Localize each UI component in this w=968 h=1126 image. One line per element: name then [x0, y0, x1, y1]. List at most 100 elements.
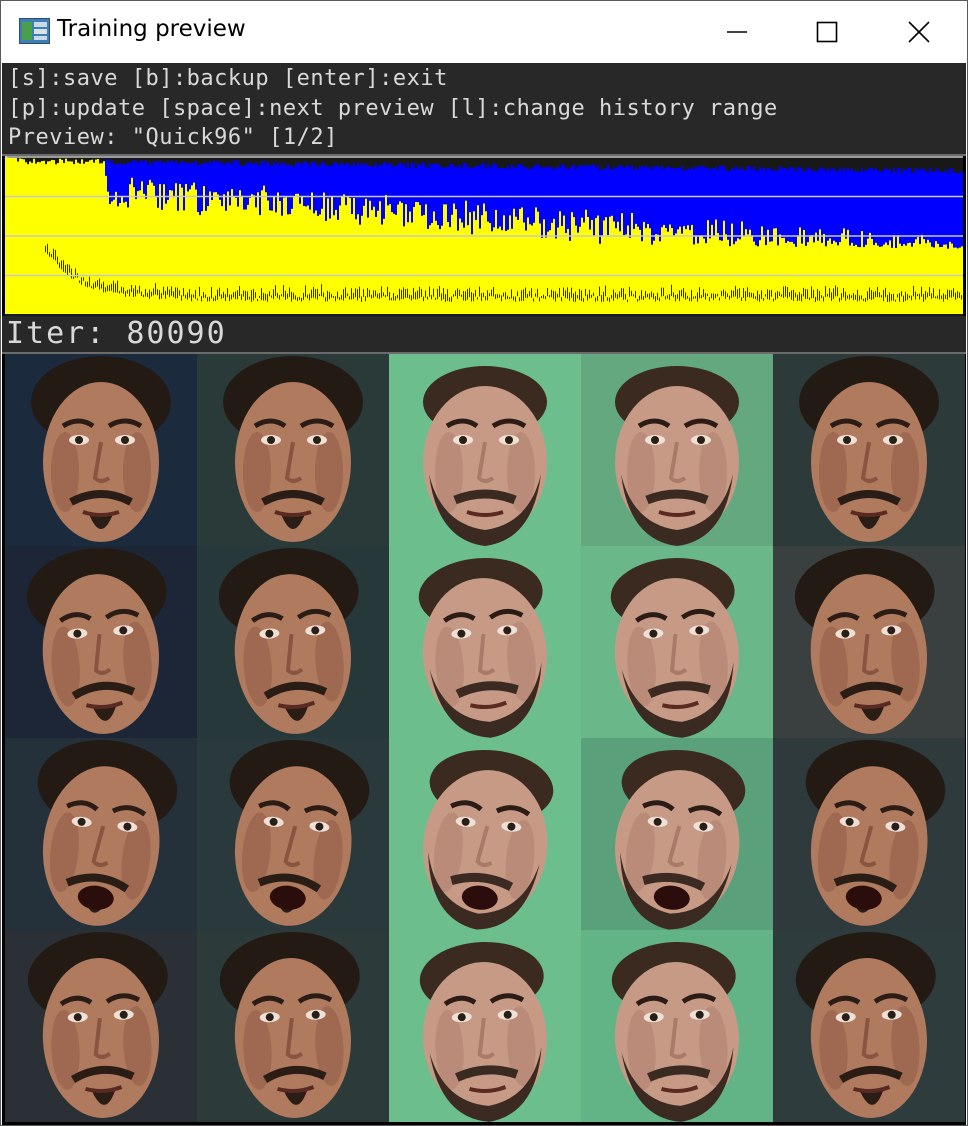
loss-spike	[547, 288, 548, 297]
dst-loss-bar	[631, 165, 633, 213]
loss-spike	[287, 293, 288, 299]
preview-tile	[5, 354, 197, 546]
dst-loss-bar	[955, 172, 957, 248]
dst-loss-bar	[111, 159, 113, 202]
minimize-button[interactable]	[691, 1, 783, 63]
dst-loss-bar	[763, 167, 765, 237]
loss-spike	[567, 287, 568, 299]
src-loss-bar	[383, 218, 385, 314]
src-loss-bar	[841, 233, 843, 314]
dst-loss-bar	[907, 168, 909, 244]
src-loss-bar	[85, 161, 87, 314]
dst-loss-bar	[589, 165, 591, 230]
src-loss-bar	[433, 211, 435, 314]
dst-loss-bar	[739, 169, 741, 240]
loss-spike	[467, 289, 468, 300]
src-loss-bar	[645, 228, 647, 314]
loss-bars	[5, 156, 963, 314]
dst-loss-bar	[317, 166, 319, 216]
src-loss-bar	[169, 190, 171, 314]
loss-spike	[761, 290, 762, 300]
dst-loss-bar	[455, 166, 457, 210]
dst-loss-bar	[777, 170, 779, 246]
src-loss-bar	[469, 212, 471, 314]
dst-loss-bar	[341, 162, 343, 197]
src-loss-bar	[297, 193, 299, 314]
dst-loss-bar	[141, 159, 143, 182]
src-loss-bar	[661, 227, 663, 314]
dst-loss-bar	[137, 162, 139, 192]
src-loss-bar	[247, 204, 249, 314]
loss-spike	[103, 281, 104, 293]
dst-loss-bar	[213, 160, 215, 193]
dst-loss-bar	[959, 172, 961, 248]
dst-loss-bar	[205, 161, 207, 211]
src-loss-bar	[859, 247, 861, 314]
loss-spike	[73, 276, 74, 279]
dst-loss-bar	[743, 170, 745, 237]
dst-loss-bar	[925, 171, 927, 244]
dst-loss-bar	[261, 160, 263, 191]
dst-loss-bar	[329, 166, 331, 219]
dst-loss-bar	[695, 166, 697, 236]
loss-spike	[465, 291, 466, 301]
dst-loss-bar	[699, 165, 701, 237]
loss-spike	[429, 286, 430, 297]
loss-spike	[759, 294, 760, 302]
dst-loss-bar	[187, 162, 189, 192]
maximize-button[interactable]	[781, 1, 873, 63]
dst-loss-bar	[621, 166, 623, 214]
loss-spike	[881, 295, 882, 298]
src-loss-bar	[395, 214, 397, 314]
loss-spike	[187, 292, 188, 300]
src-loss-bar	[163, 184, 165, 314]
loss-spike	[581, 290, 582, 302]
src-loss-bar	[415, 201, 417, 314]
title-bar[interactable]: Training preview	[1, 1, 967, 63]
dst-loss-bar	[915, 168, 917, 240]
src-loss-bar	[863, 247, 865, 314]
dst-loss-bar	[717, 170, 719, 234]
src-loss-bar	[201, 211, 203, 314]
loss-spike	[633, 294, 634, 297]
src-loss-bar	[933, 247, 935, 314]
face-image	[389, 546, 581, 738]
src-loss-bar	[519, 208, 521, 314]
src-loss-bar	[515, 216, 517, 314]
loss-spike	[719, 297, 720, 301]
loss-spike	[487, 290, 488, 301]
dst-loss-bar	[855, 171, 857, 245]
src-loss-bar	[125, 201, 127, 314]
dst-loss-bar	[373, 166, 375, 207]
loss-spike	[57, 256, 58, 265]
face-image	[773, 546, 965, 738]
dst-loss-bar	[369, 165, 371, 201]
dst-loss-bar	[479, 166, 481, 229]
src-loss-bar	[339, 205, 341, 314]
dst-loss-bar	[131, 161, 133, 178]
loss-spike	[947, 289, 948, 300]
src-loss-bar	[673, 235, 675, 314]
loss-spike	[507, 295, 508, 299]
src-loss-bar	[573, 217, 575, 314]
dst-loss-bar	[823, 169, 825, 234]
loss-spike	[163, 286, 164, 295]
face-image	[389, 354, 581, 546]
close-button[interactable]	[873, 1, 965, 63]
src-loss-bar	[919, 244, 921, 314]
loss-spike	[251, 290, 252, 302]
dst-loss-bar	[629, 167, 631, 238]
dst-loss-bar	[877, 170, 879, 246]
src-loss-bar	[255, 207, 257, 314]
src-loss-bar	[355, 219, 357, 314]
dst-loss-bar	[311, 161, 313, 193]
loss-spike	[803, 287, 804, 297]
loss-spike	[83, 277, 84, 281]
dst-loss-bar	[365, 163, 367, 199]
src-loss-bar	[499, 226, 501, 314]
src-loss-bar	[647, 223, 649, 314]
dst-loss-bar	[163, 161, 165, 185]
loss-spike	[595, 297, 596, 302]
loss-spike	[293, 292, 294, 300]
loss-spike	[959, 292, 960, 298]
